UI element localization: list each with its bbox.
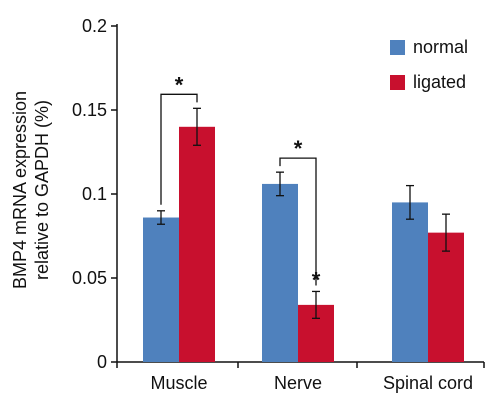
significance-marker: *	[175, 72, 184, 97]
y-tick-label: 0.05	[72, 268, 107, 288]
y-tick-label: 0	[97, 352, 107, 372]
significance-bracket	[160, 93, 198, 205]
legend-swatch-ligated	[390, 75, 405, 90]
significance-marker: *	[312, 267, 321, 292]
bar-ligated	[428, 232, 464, 362]
x-tick-label: Muscle	[150, 373, 207, 393]
y-tick-label: 0.15	[72, 100, 107, 120]
y-tick-label: 0.1	[82, 184, 107, 204]
x-tick-label: Spinal cord	[383, 373, 473, 393]
legend-swatch-normal	[390, 40, 405, 55]
significance-marker: *	[294, 136, 303, 161]
x-tick-label: Nerve	[274, 373, 322, 393]
legend-label-normal: normal	[413, 37, 468, 57]
bar-normal	[143, 217, 179, 362]
y-axis-label-line2: relative to GAPDH (%)	[32, 100, 52, 280]
legend-label-ligated: ligated	[413, 72, 466, 92]
y-tick-label: 0.2	[82, 16, 107, 36]
y-axis-label-line1: BMP4 mRNA expression	[10, 91, 30, 289]
bar-normal	[392, 202, 428, 362]
bar-normal	[262, 183, 298, 362]
bar-ligated	[179, 126, 215, 362]
significance-bracket	[279, 157, 317, 286]
